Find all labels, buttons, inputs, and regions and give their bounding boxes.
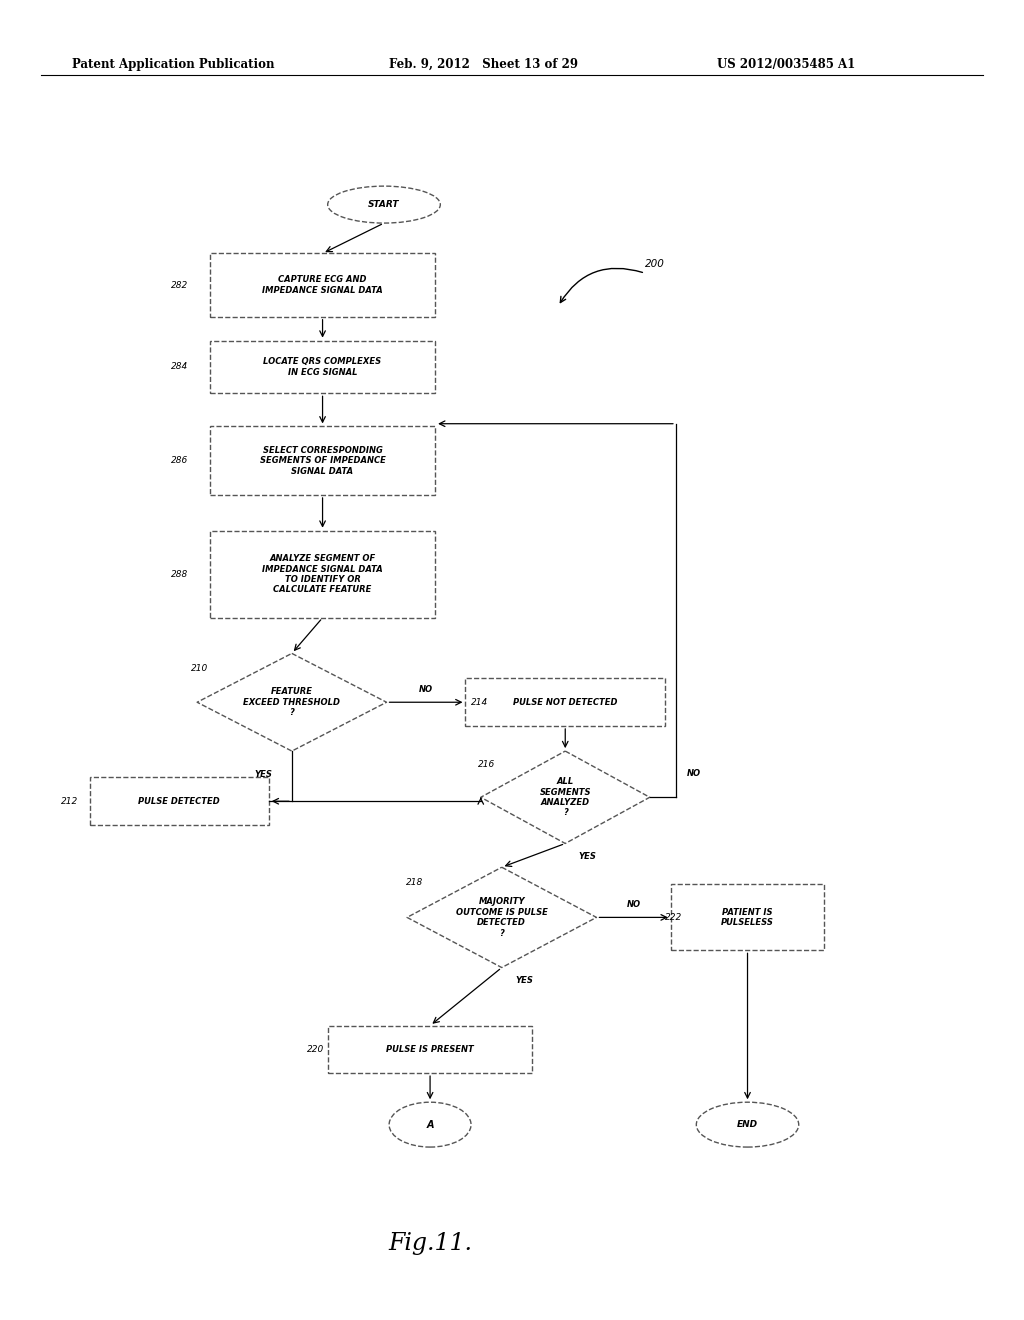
Ellipse shape: [328, 186, 440, 223]
Ellipse shape: [389, 1102, 471, 1147]
Text: Patent Application Publication: Patent Application Publication: [72, 58, 274, 71]
Text: PATIENT IS
PULSELESS: PATIENT IS PULSELESS: [721, 908, 774, 927]
Text: YES: YES: [254, 771, 272, 779]
Text: 218: 218: [407, 878, 423, 887]
Text: 288: 288: [171, 570, 187, 578]
Bar: [465, 678, 666, 726]
Polygon shape: [407, 867, 596, 968]
Bar: [210, 531, 435, 618]
Text: PULSE NOT DETECTED: PULSE NOT DETECTED: [513, 698, 617, 706]
Text: NO: NO: [687, 770, 701, 777]
Text: 286: 286: [171, 457, 187, 465]
Bar: [328, 1026, 532, 1073]
Text: PULSE IS PRESENT: PULSE IS PRESENT: [386, 1045, 474, 1053]
Bar: [671, 884, 824, 950]
Text: 282: 282: [171, 281, 187, 289]
Text: ANALYZE SEGMENT OF
IMPEDANCE SIGNAL DATA
TO IDENTIFY OR
CALCULATE FEATURE: ANALYZE SEGMENT OF IMPEDANCE SIGNAL DATA…: [262, 554, 383, 594]
Text: LOCATE QRS COMPLEXES
IN ECG SIGNAL: LOCATE QRS COMPLEXES IN ECG SIGNAL: [263, 358, 382, 376]
Text: 210: 210: [191, 664, 208, 673]
Bar: [210, 426, 435, 495]
Text: END: END: [737, 1121, 758, 1129]
Text: YES: YES: [515, 977, 534, 985]
Text: SELECT CORRESPONDING
SEGMENTS OF IMPEDANCE
SIGNAL DATA: SELECT CORRESPONDING SEGMENTS OF IMPEDAN…: [260, 446, 385, 475]
Text: Fig.11.: Fig.11.: [388, 1232, 472, 1255]
Text: START: START: [369, 201, 399, 209]
Text: NO: NO: [419, 685, 433, 693]
Text: 200: 200: [645, 259, 666, 269]
Bar: [210, 341, 435, 393]
Text: NO: NO: [627, 900, 641, 908]
Text: 216: 216: [478, 760, 495, 770]
Text: 284: 284: [171, 363, 187, 371]
Text: US 2012/0035485 A1: US 2012/0035485 A1: [717, 58, 855, 71]
Text: PULSE DETECTED: PULSE DETECTED: [138, 797, 220, 805]
Text: A: A: [426, 1119, 434, 1130]
Text: 212: 212: [61, 797, 78, 805]
Text: MAJORITY
OUTCOME IS PULSE
DETECTED
?: MAJORITY OUTCOME IS PULSE DETECTED ?: [456, 898, 548, 937]
Text: 214: 214: [471, 698, 487, 706]
Text: YES: YES: [579, 853, 597, 861]
Polygon shape: [197, 653, 386, 751]
Text: ALL
SEGMENTS
ANALYZED
?: ALL SEGMENTS ANALYZED ?: [540, 777, 591, 817]
Bar: [90, 777, 268, 825]
Text: CAPTURE ECG AND
IMPEDANCE SIGNAL DATA: CAPTURE ECG AND IMPEDANCE SIGNAL DATA: [262, 276, 383, 294]
Text: 222: 222: [666, 913, 682, 921]
Text: 220: 220: [307, 1045, 324, 1053]
Ellipse shape: [696, 1102, 799, 1147]
Text: FEATURE
EXCEED THRESHOLD
?: FEATURE EXCEED THRESHOLD ?: [244, 688, 340, 717]
Polygon shape: [481, 751, 650, 843]
Bar: [210, 253, 435, 317]
Text: Feb. 9, 2012   Sheet 13 of 29: Feb. 9, 2012 Sheet 13 of 29: [389, 58, 579, 71]
